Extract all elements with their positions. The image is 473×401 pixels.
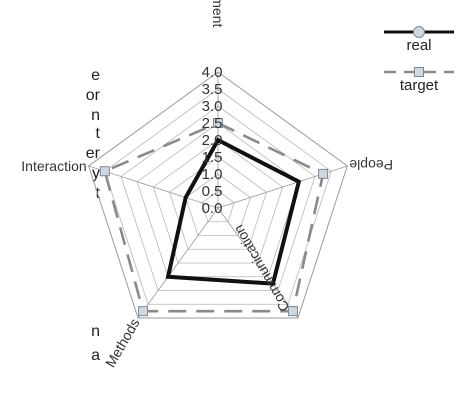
grid-ring <box>169 156 267 250</box>
legend: real target <box>384 26 454 94</box>
tick-label: 1.5 <box>202 149 223 166</box>
tick-label: 1.0 <box>202 166 223 183</box>
series-target-marker <box>287 306 298 317</box>
page-text-fragment: er <box>85 145 100 162</box>
series-target-line <box>103 121 325 313</box>
axis-spoke <box>137 207 219 319</box>
page-text-fragment: e <box>91 67 100 84</box>
legend-target-marker <box>414 67 424 77</box>
series-target-marker <box>99 166 110 177</box>
grid-ring <box>136 122 300 278</box>
grid-ring <box>120 105 316 291</box>
page-text-fragment: n <box>91 323 100 340</box>
tick-label: 0.5 <box>202 183 223 200</box>
series-target-marker <box>138 306 149 317</box>
page-text-fragment: n <box>91 107 100 124</box>
page-text-fragment: a <box>91 347 100 364</box>
page-text-fragments: e or n t er y t n a <box>0 0 100 401</box>
tick-label: 3.0 <box>202 98 223 115</box>
axis-label: Methods <box>102 316 143 371</box>
radar-grid <box>88 71 348 319</box>
grid-ring <box>104 88 332 305</box>
page-text-fragment: or <box>85 87 100 104</box>
grid-ring <box>152 139 284 264</box>
tick-label: 3.5 <box>202 81 223 98</box>
axis-label: People <box>349 157 393 173</box>
axis-label: Interaction <box>21 158 86 174</box>
radial-tick-labels: 0.00.51.01.52.02.53.03.54.0 <box>202 64 223 217</box>
page-text-fragment: t <box>95 125 100 142</box>
grid-ring <box>185 173 251 236</box>
series-target-marker <box>213 118 223 128</box>
series-target-marker <box>318 168 329 179</box>
radar-series <box>99 118 329 317</box>
axis-spoke <box>217 207 299 319</box>
tick-label: 2.5 <box>202 115 223 132</box>
legend-real-label: real <box>406 37 431 54</box>
grid-ring <box>88 71 348 319</box>
tick-label: 2.0 <box>202 132 223 149</box>
page-text-fragment: y <box>92 165 100 182</box>
legend-real-marker <box>413 26 425 38</box>
grid-ring <box>201 190 235 223</box>
axis-spoke <box>88 165 219 209</box>
tick-label: 0.0 <box>202 200 223 217</box>
axis-label: Commitment <box>210 0 226 27</box>
series-real-line <box>165 137 302 286</box>
tick-label: 4.0 <box>202 64 223 81</box>
legend-target-label: target <box>400 77 439 94</box>
